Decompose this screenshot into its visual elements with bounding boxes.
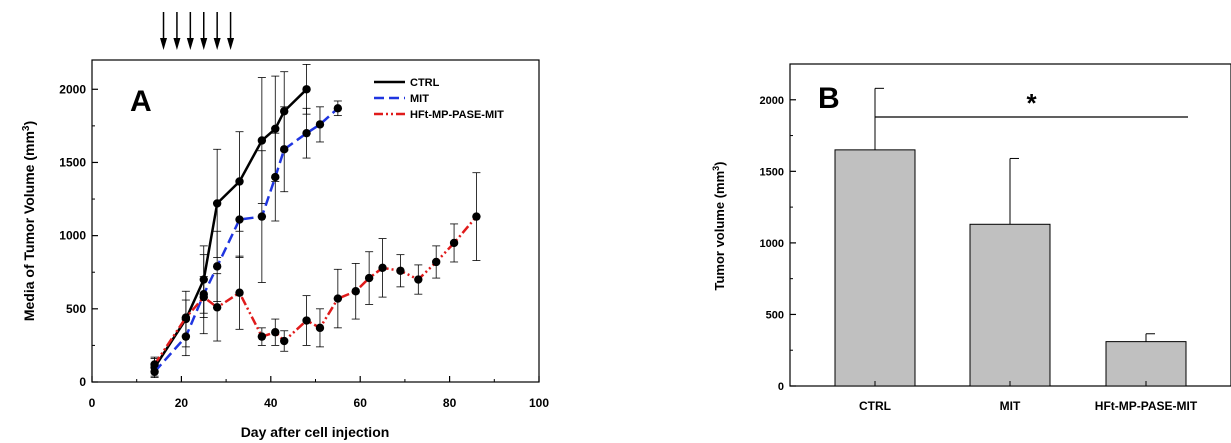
- data-point: [257, 136, 267, 145]
- y-tick-label: 1000: [59, 229, 86, 243]
- x-tick-label: 100: [529, 396, 549, 410]
- category-label: CTRL: [859, 399, 891, 413]
- treatment-arrowhead: [200, 38, 208, 50]
- data-point: [257, 212, 267, 221]
- treatment-arrowhead: [227, 38, 235, 50]
- panel-a: A 0 500 1000 1500 2000 0 20 40 60 80 100 CTRL MIT…: [21, 12, 549, 440]
- bar: [834, 149, 916, 387]
- panel-b-y-axis-title: Tumor volume (mm3): [711, 161, 727, 290]
- panel-a-series: [150, 63, 481, 379]
- category-label: HFt-MP-PASE-MIT: [1095, 399, 1198, 413]
- data-point: [150, 360, 159, 369]
- y-tick-label: 1500: [760, 166, 784, 178]
- treatment-arrowhead: [213, 38, 221, 50]
- data-point: [302, 85, 311, 94]
- data-point: [302, 128, 311, 138]
- y-tick-label: 500: [766, 309, 784, 321]
- data-point: [431, 257, 441, 267]
- data-point: [212, 199, 222, 208]
- data-point: [378, 263, 387, 273]
- bar: [1105, 341, 1187, 387]
- y-tick-label: 1500: [59, 155, 86, 169]
- data-point: [364, 273, 374, 283]
- category-label: MIT: [1000, 399, 1021, 413]
- data-point: [271, 124, 280, 133]
- data-point: [235, 288, 244, 297]
- data-point: [280, 145, 289, 154]
- legend-label-hft: HFt-MP-PASE-MIT: [410, 109, 504, 121]
- y-tick-label: 500: [66, 302, 86, 316]
- panel-a-label: A: [130, 85, 152, 118]
- x-tick-label: 60: [354, 396, 368, 410]
- data-point: [181, 332, 191, 341]
- y-tick-label: 0: [778, 381, 784, 393]
- y-tick-label: 1000: [760, 238, 784, 250]
- panel-b: B 0 500 1000 1500 2000 CTRL MIT HFt-MP-PASE-MI…: [711, 63, 1231, 413]
- treatment-arrows: [160, 12, 235, 50]
- panel-a-x-axis-title: Day after cell injection: [241, 424, 390, 440]
- data-point: [271, 328, 280, 337]
- data-point: [212, 303, 222, 312]
- panel-b-y-ticks: 0 500 1000 1500 2000: [760, 95, 796, 393]
- series-3: [150, 172, 481, 373]
- legend-label-mit: MIT: [410, 93, 429, 105]
- treatment-arrowhead: [173, 38, 181, 50]
- data-point: [302, 316, 311, 325]
- panel-a-y-axis-title: Media of Tumor Volume (mm3): [21, 121, 38, 321]
- significance-bracket: *: [875, 88, 1188, 118]
- data-point: [181, 313, 191, 322]
- data-point: [333, 294, 343, 303]
- panel-a-plot-frame: [91, 59, 540, 383]
- data-point: [199, 292, 208, 302]
- data-point: [333, 104, 343, 113]
- legend-label-ctrl: CTRL: [410, 77, 440, 89]
- data-point: [351, 287, 360, 296]
- significance-star: *: [1026, 88, 1037, 118]
- treatment-arrowhead: [186, 38, 194, 50]
- data-point: [315, 120, 325, 129]
- panel-a-legend: CTRL MIT HFt-MP-PASE-MIT: [374, 77, 504, 121]
- panel-b-label: B: [818, 82, 840, 115]
- y-tick-label: 2000: [760, 95, 784, 107]
- panel-a-x-ticks: 0 20 40 60 80 100: [89, 376, 549, 410]
- data-point: [257, 332, 267, 341]
- x-tick-label: 40: [264, 396, 278, 410]
- data-point: [315, 323, 325, 333]
- y-tick-label: 0: [79, 375, 86, 389]
- panel-b-bars: CTRL MIT HFt-MP-PASE-MIT: [834, 87, 1198, 413]
- data-point: [396, 266, 405, 275]
- data-point: [271, 172, 280, 182]
- data-point: [280, 336, 289, 346]
- bar: [969, 223, 1051, 387]
- data-point: [472, 212, 481, 221]
- data-point: [212, 262, 222, 271]
- panel-a-y-ticks: 0 500 1000 1500 2000: [59, 82, 98, 389]
- treatment-arrowhead: [160, 38, 168, 50]
- data-point: [414, 275, 423, 284]
- x-tick-label: 80: [443, 396, 457, 410]
- y-tick-label: 2000: [59, 82, 86, 96]
- x-tick-label: 20: [175, 396, 189, 410]
- x-tick-label: 0: [89, 396, 96, 410]
- data-point: [449, 238, 459, 248]
- data-point: [235, 215, 244, 224]
